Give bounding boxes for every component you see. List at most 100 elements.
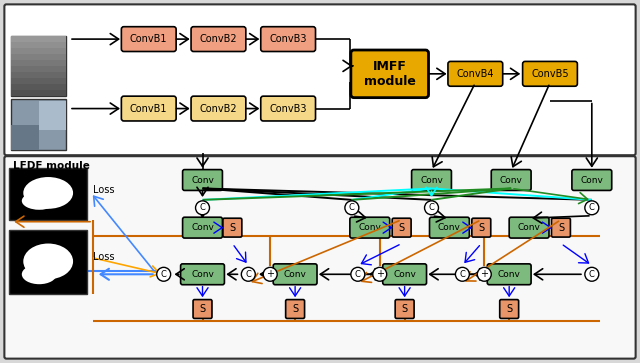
FancyBboxPatch shape: [12, 36, 66, 96]
FancyBboxPatch shape: [12, 60, 66, 66]
FancyBboxPatch shape: [12, 42, 66, 48]
FancyBboxPatch shape: [12, 99, 66, 150]
Circle shape: [241, 267, 255, 281]
FancyBboxPatch shape: [4, 4, 636, 155]
Text: Loss: Loss: [93, 252, 115, 262]
Text: Conv: Conv: [518, 223, 541, 232]
Text: S: S: [229, 223, 236, 233]
Text: C: C: [245, 270, 252, 279]
Text: S: S: [478, 223, 484, 233]
FancyBboxPatch shape: [10, 168, 87, 220]
FancyBboxPatch shape: [4, 156, 636, 359]
Text: Conv: Conv: [393, 270, 416, 279]
FancyBboxPatch shape: [12, 48, 66, 54]
Text: Conv: Conv: [420, 176, 443, 184]
Text: ConvB4: ConvB4: [456, 69, 494, 79]
FancyBboxPatch shape: [12, 36, 66, 42]
FancyBboxPatch shape: [193, 299, 212, 318]
Text: +: +: [480, 269, 488, 279]
Text: S: S: [292, 304, 298, 314]
Text: Conv: Conv: [500, 176, 523, 184]
Text: C: C: [355, 270, 361, 279]
FancyBboxPatch shape: [351, 50, 429, 98]
FancyBboxPatch shape: [122, 96, 176, 121]
Text: Conv: Conv: [191, 223, 214, 232]
Text: IMFF
module: IMFF module: [364, 60, 415, 88]
Text: ConvB5: ConvB5: [531, 69, 569, 79]
Text: Conv: Conv: [358, 223, 381, 232]
Circle shape: [585, 267, 599, 281]
Circle shape: [585, 201, 599, 215]
Circle shape: [196, 201, 209, 215]
Circle shape: [456, 267, 469, 281]
FancyBboxPatch shape: [12, 84, 66, 90]
Text: S: S: [399, 223, 404, 233]
FancyBboxPatch shape: [182, 170, 223, 191]
FancyBboxPatch shape: [12, 72, 66, 78]
Text: Loss: Loss: [93, 185, 115, 195]
Circle shape: [372, 267, 387, 281]
FancyBboxPatch shape: [12, 126, 39, 150]
FancyBboxPatch shape: [122, 27, 176, 52]
Text: Conv: Conv: [580, 176, 604, 184]
FancyBboxPatch shape: [492, 170, 531, 191]
FancyBboxPatch shape: [523, 61, 577, 86]
Ellipse shape: [22, 192, 57, 210]
Text: S: S: [506, 304, 512, 314]
Text: C: C: [349, 203, 355, 212]
Text: Conv: Conv: [191, 176, 214, 184]
FancyBboxPatch shape: [383, 264, 426, 285]
FancyBboxPatch shape: [350, 217, 390, 238]
Text: ConvB3: ConvB3: [269, 34, 307, 44]
Text: +: +: [266, 269, 274, 279]
Text: ConvB1: ConvB1: [130, 103, 168, 114]
Text: ConvB3: ConvB3: [269, 103, 307, 114]
Ellipse shape: [23, 244, 73, 279]
Ellipse shape: [23, 177, 73, 209]
FancyBboxPatch shape: [12, 90, 66, 96]
Text: ConvB2: ConvB2: [200, 103, 237, 114]
FancyBboxPatch shape: [285, 299, 305, 318]
Text: ConvB2: ConvB2: [200, 34, 237, 44]
Text: Conv: Conv: [498, 270, 520, 279]
FancyBboxPatch shape: [509, 217, 549, 238]
Circle shape: [263, 267, 277, 281]
Text: Conv: Conv: [191, 270, 214, 279]
Circle shape: [477, 267, 492, 281]
Text: +: +: [376, 269, 384, 279]
FancyBboxPatch shape: [260, 96, 316, 121]
Circle shape: [345, 201, 359, 215]
FancyBboxPatch shape: [260, 27, 316, 52]
Text: C: C: [429, 203, 435, 212]
FancyBboxPatch shape: [448, 61, 502, 86]
FancyBboxPatch shape: [429, 217, 469, 238]
FancyBboxPatch shape: [500, 299, 518, 318]
FancyBboxPatch shape: [12, 66, 66, 72]
Text: C: C: [161, 270, 166, 279]
FancyBboxPatch shape: [223, 218, 242, 237]
FancyBboxPatch shape: [180, 264, 225, 285]
Text: C: C: [460, 270, 465, 279]
Circle shape: [351, 267, 365, 281]
FancyBboxPatch shape: [572, 170, 612, 191]
Circle shape: [157, 267, 171, 281]
Text: C: C: [200, 203, 205, 212]
Text: Conv: Conv: [284, 270, 307, 279]
Text: S: S: [401, 304, 408, 314]
Text: S: S: [200, 304, 205, 314]
Text: ConvB1: ConvB1: [130, 34, 168, 44]
Text: C: C: [589, 203, 595, 212]
Text: LFDF module: LFDF module: [13, 161, 90, 171]
FancyBboxPatch shape: [392, 218, 411, 237]
FancyBboxPatch shape: [39, 101, 66, 130]
FancyBboxPatch shape: [487, 264, 531, 285]
Text: Conv: Conv: [438, 223, 461, 232]
FancyBboxPatch shape: [552, 218, 570, 237]
Text: S: S: [558, 223, 564, 233]
FancyBboxPatch shape: [395, 299, 414, 318]
FancyBboxPatch shape: [12, 78, 66, 84]
FancyBboxPatch shape: [182, 217, 223, 238]
FancyBboxPatch shape: [12, 54, 66, 60]
FancyBboxPatch shape: [472, 218, 491, 237]
FancyBboxPatch shape: [412, 170, 451, 191]
